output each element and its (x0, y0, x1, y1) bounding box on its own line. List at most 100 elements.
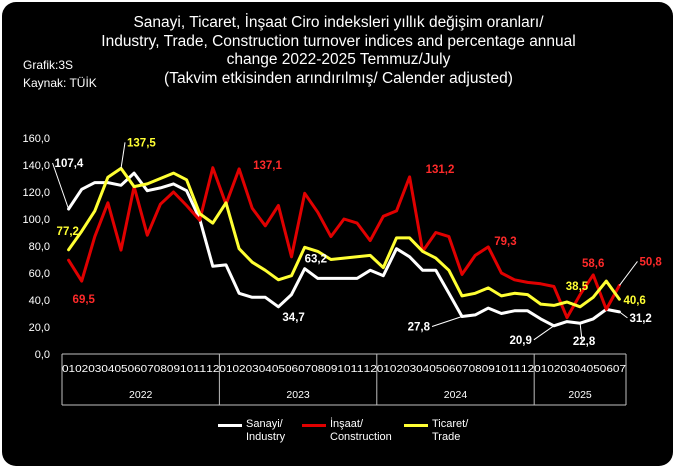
x-tick-label: 03 (560, 363, 573, 375)
x-tick-label: 01 (219, 363, 232, 375)
x-tick-label: 12 (521, 363, 534, 375)
x-tick-label: 04 (101, 363, 114, 375)
data-label-leader (579, 323, 583, 342)
legend-item-sanayi: Sanayi/Industry (218, 418, 285, 444)
x-tick-label: 02 (233, 363, 246, 375)
x-tick-label: 03 (246, 363, 259, 375)
title-line-4: (Takvim etkisinden arındırılmış/ Calende… (164, 69, 513, 87)
data-label: 63,2 (305, 254, 327, 266)
legend-swatch-insaat (302, 424, 326, 427)
y-tick-label: 80,0 (29, 241, 50, 253)
x-tick-label: 12 (364, 363, 377, 375)
series-line (67, 166, 621, 320)
x-tick-label: 08 (154, 363, 167, 375)
data-label: 34,7 (282, 312, 304, 324)
x-tick-label: 05 (587, 363, 600, 375)
series-line (67, 171, 621, 328)
data-label: 69,5 (73, 294, 96, 306)
chart-background (2, 2, 673, 466)
x-tick-label: 03 (88, 363, 101, 375)
year-label: 2024 (444, 389, 468, 401)
year-label: 2022 (129, 389, 153, 401)
x-tick-label: 11 (508, 363, 521, 375)
x-tick-label: 06 (442, 363, 455, 375)
year-label: 2025 (568, 389, 592, 401)
data-label-leader (619, 311, 628, 319)
y-tick-label: 120,0 (22, 187, 50, 199)
data-label-leader (533, 325, 555, 341)
x-tick-label: 09 (324, 363, 337, 375)
x-tick-label: 04 (259, 363, 272, 375)
x-tick-label: 09 (167, 363, 180, 375)
data-label: 40,6 (623, 295, 645, 307)
source-label: Kaynak: TÜİK (23, 76, 97, 90)
x-tick-label: 01 (377, 363, 390, 375)
data-label: 107,4 (55, 158, 84, 170)
x-tick-label: 08 (469, 363, 482, 375)
legend-label-ticaret-2: Trade (432, 431, 461, 443)
data-label-leader (52, 162, 70, 210)
y-tick-label: 0,0 (35, 349, 50, 361)
x-tick-label: 09 (482, 363, 495, 375)
data-label: 137,1 (253, 160, 282, 172)
title-line-3: change 2022-2025 Temmuz/July (226, 51, 451, 68)
data-label: 58,6 (582, 258, 604, 270)
y-tick-label: 40,0 (29, 295, 50, 307)
x-tick-label: 02 (547, 363, 560, 375)
x-tick-label: 02 (390, 363, 403, 375)
legend-item-ticaret: Ticaret/Trade (404, 418, 468, 444)
legend-label-sanayi-2: Industry (246, 431, 286, 443)
data-label-leader (431, 315, 463, 327)
title-line-2: Industry, Trade, Construction turnover i… (101, 32, 576, 50)
x-tick-label: 07 (613, 363, 626, 375)
data-label: 31,2 (629, 313, 651, 325)
x-tick-label: 05 (429, 363, 442, 375)
graphic-number: Grafik:3S (23, 58, 74, 72)
y-tick-label: 140,0 (22, 160, 50, 172)
legend-label-sanayi-1: Sanayi/ (246, 418, 283, 430)
data-label: 20,9 (509, 335, 531, 347)
data-label-leader (120, 142, 126, 169)
y-tick-label: 160,0 (22, 133, 50, 145)
data-label: 131,2 (426, 164, 455, 176)
data-label: 50,8 (639, 256, 662, 268)
x-tick-label: 02 (75, 363, 88, 375)
data-label: 137,5 (127, 137, 156, 149)
x-tick-label: 01 (62, 363, 75, 375)
x-tick-label: 11 (351, 363, 364, 375)
x-tick-label: 06 (285, 363, 298, 375)
x-tick-label: 10 (337, 363, 350, 375)
x-tick-label: 10 (180, 363, 193, 375)
x-tick-label: 07 (298, 363, 311, 375)
title-line-1: Sanayi, Ticaret, İnşaat Ciro indeksleri … (133, 14, 544, 31)
x-tick-label: 04 (416, 363, 429, 375)
legend-item-insaat: İnşaat/Construction (302, 418, 392, 444)
data-label: 22,8 (573, 336, 596, 348)
series-line (67, 166, 621, 309)
legend-label-ticaret-1: Ticaret/ (432, 418, 469, 430)
y-tick-label: 100,0 (22, 214, 50, 226)
x-tick-label: 07 (455, 363, 468, 375)
legend-swatch-ticaret (404, 424, 428, 427)
data-label: 38,5 (566, 281, 589, 293)
data-label-leader (619, 261, 638, 286)
y-tick-label: 20,0 (29, 322, 50, 334)
data-label: 79,3 (494, 236, 516, 248)
x-tick-label: 12 (206, 363, 219, 375)
legend-swatch-sanayi (218, 424, 242, 427)
y-tick-label: 60,0 (29, 268, 50, 280)
x-tick-label: 06 (128, 363, 141, 375)
x-tick-label: 10 (495, 363, 508, 375)
x-tick-label: 05 (272, 363, 285, 375)
data-label: 77,2 (57, 226, 79, 238)
x-tick-label: 03 (403, 363, 416, 375)
x-tick-label: 07 (141, 363, 154, 375)
x-tick-label: 06 (600, 363, 613, 375)
legend-label-insaat-1: İnşaat/ (330, 418, 364, 430)
legend-label-insaat-2: Construction (330, 431, 392, 443)
data-label: 27,8 (408, 321, 431, 333)
x-tick-label: 11 (193, 363, 206, 375)
x-tick-label: 04 (574, 363, 587, 375)
x-tick-label: 01 (534, 363, 547, 375)
